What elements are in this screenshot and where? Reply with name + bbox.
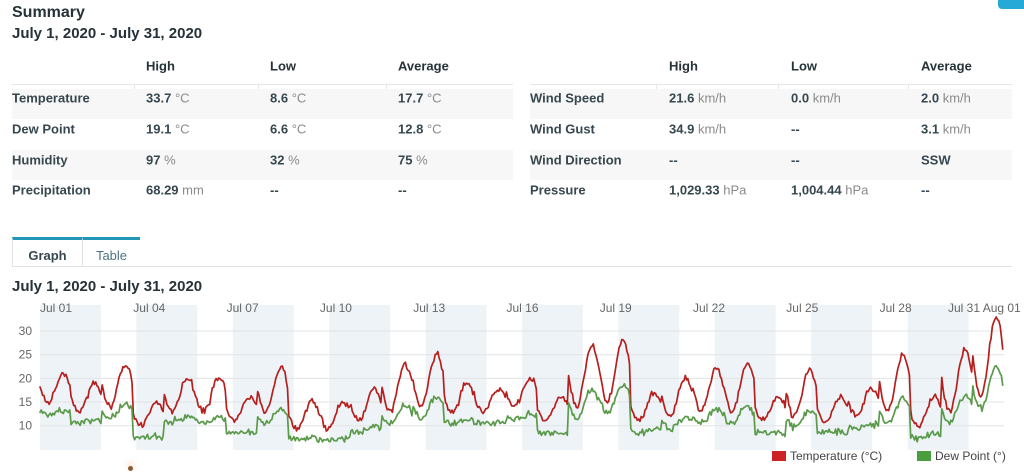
svg-text:Temperature (°C): Temperature (°C) [790,449,882,463]
svg-text:Jul 07: Jul 07 [227,301,259,315]
svg-text:Jul 10: Jul 10 [320,301,352,315]
svg-text:20: 20 [19,371,33,385]
svg-text:Jul 13: Jul 13 [413,301,445,315]
svg-text:10: 10 [19,419,33,433]
svg-text:15: 15 [19,395,33,409]
svg-text:30: 30 [19,324,33,338]
svg-text:Jul 19: Jul 19 [600,301,632,315]
svg-text:25: 25 [19,348,33,362]
svg-text:Jul 25: Jul 25 [786,301,818,315]
svg-text:Jul 28: Jul 28 [880,301,912,315]
svg-text:Jul 04: Jul 04 [133,301,165,315]
svg-text:Jul 22: Jul 22 [693,301,725,315]
svg-text:Jul 31 Aug 01: Jul 31 Aug 01 [948,301,1021,315]
svg-text:Dew Point (°): Dew Point (°) [935,449,1006,463]
svg-text:Jul 01: Jul 01 [40,301,72,315]
svg-text:Jul 16: Jul 16 [507,301,539,315]
